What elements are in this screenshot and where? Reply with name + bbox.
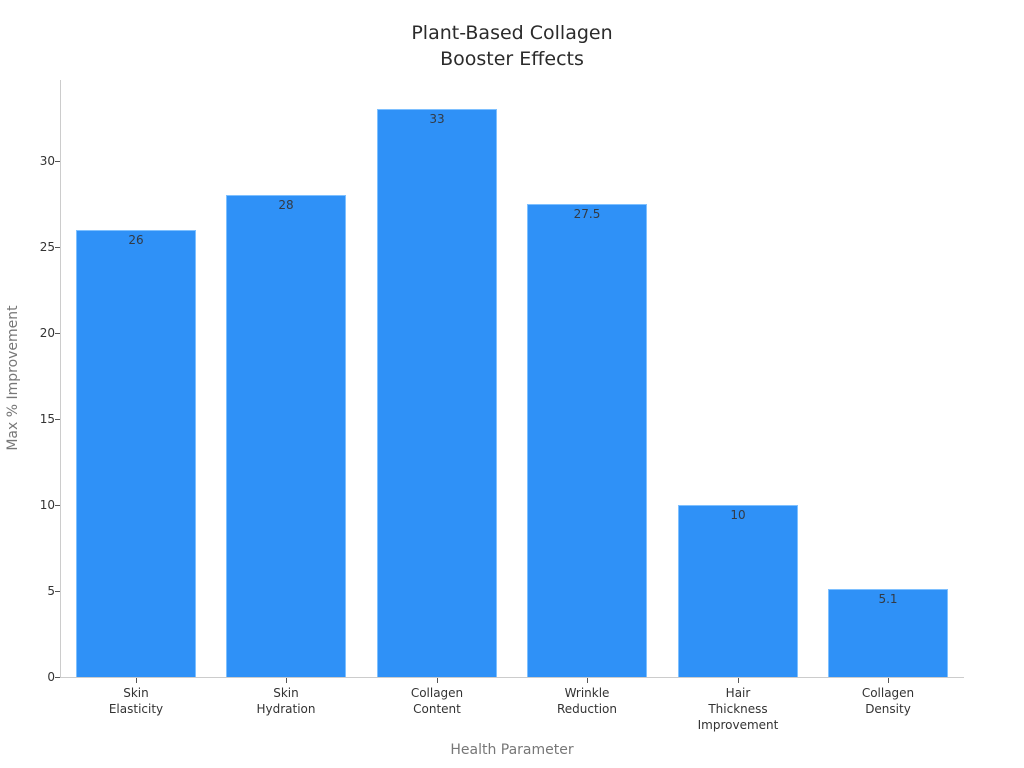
bar-value-label: 27.5 bbox=[573, 207, 601, 221]
y-tick-label: 15 bbox=[39, 412, 55, 426]
x-tick-label-line: Content bbox=[413, 702, 461, 716]
x-tick-label: Skin Elasticity bbox=[66, 685, 206, 717]
x-tick-mark bbox=[136, 678, 137, 683]
y-tick-mark bbox=[55, 247, 60, 248]
bar bbox=[678, 505, 798, 677]
y-tick-label: 0 bbox=[47, 670, 55, 684]
y-axis-title: Max % Improvement bbox=[5, 305, 21, 451]
x-tick-label: Hair Thickness Improvement bbox=[668, 685, 808, 733]
x-tick-label-line: Density bbox=[865, 702, 911, 716]
y-tick-label: 25 bbox=[39, 240, 55, 254]
y-tick-mark bbox=[55, 333, 60, 334]
x-tick-label: Collagen Density bbox=[818, 685, 958, 717]
chart-title-line-1: Plant-Based Collagen bbox=[411, 22, 613, 44]
x-axis-line bbox=[60, 677, 964, 678]
bar-value-label: 33 bbox=[429, 112, 445, 127]
y-tick-label: 20 bbox=[39, 326, 55, 340]
y-tick-mark bbox=[55, 419, 60, 420]
bar-value-label: 28 bbox=[278, 198, 294, 213]
x-tick-mark bbox=[888, 678, 889, 683]
y-axis-line bbox=[60, 80, 61, 678]
x-tick-label-line: Improvement bbox=[697, 718, 779, 732]
x-tick-label: Wrinkle Reduction bbox=[517, 685, 657, 717]
x-axis-title: Health Parameter bbox=[450, 742, 574, 758]
y-tick-mark bbox=[55, 505, 60, 506]
x-tick-mark bbox=[437, 678, 438, 683]
x-tick-label-line: Hair bbox=[725, 686, 751, 700]
bar bbox=[226, 195, 346, 677]
x-tick-label-line: Elasticity bbox=[108, 702, 164, 716]
bar bbox=[527, 204, 647, 677]
y-tick-mark bbox=[55, 677, 60, 678]
chart-title-line-2: Booster Effects bbox=[440, 48, 584, 70]
bar-value-label: 5.1 bbox=[878, 592, 898, 607]
x-tick-label-line: Skin bbox=[123, 686, 149, 700]
x-tick-label-line: Thickness bbox=[708, 702, 768, 716]
x-tick-mark bbox=[286, 678, 287, 683]
y-tick-label: 30 bbox=[39, 154, 55, 168]
x-tick-label-line: Collagen bbox=[861, 686, 915, 700]
x-tick-label: Collagen Content bbox=[367, 685, 507, 717]
x-tick-mark bbox=[587, 678, 588, 683]
x-tick-label-line: Wrinkle bbox=[564, 686, 610, 700]
bar-value-label: 10 bbox=[730, 508, 746, 522]
y-tick-label: 10 bbox=[39, 498, 55, 512]
chart-title: Plant-Based Collagen Booster Effects bbox=[0, 20, 1024, 72]
y-tick-mark bbox=[55, 591, 60, 592]
x-tick-label: Skin Hydration bbox=[216, 685, 356, 717]
y-tick-label: 5 bbox=[47, 584, 55, 598]
bar bbox=[377, 109, 497, 677]
y-tick-mark bbox=[55, 161, 60, 162]
bar bbox=[828, 589, 948, 677]
bar bbox=[76, 229, 196, 677]
x-tick-label-line: Hydration bbox=[256, 702, 316, 716]
x-tick-label-line: Reduction bbox=[557, 702, 617, 716]
x-tick-mark bbox=[738, 678, 739, 683]
x-tick-label-line: Collagen bbox=[410, 686, 464, 700]
x-tick-label-line: Skin bbox=[273, 686, 299, 700]
bar-value-label: 26 bbox=[128, 232, 144, 247]
